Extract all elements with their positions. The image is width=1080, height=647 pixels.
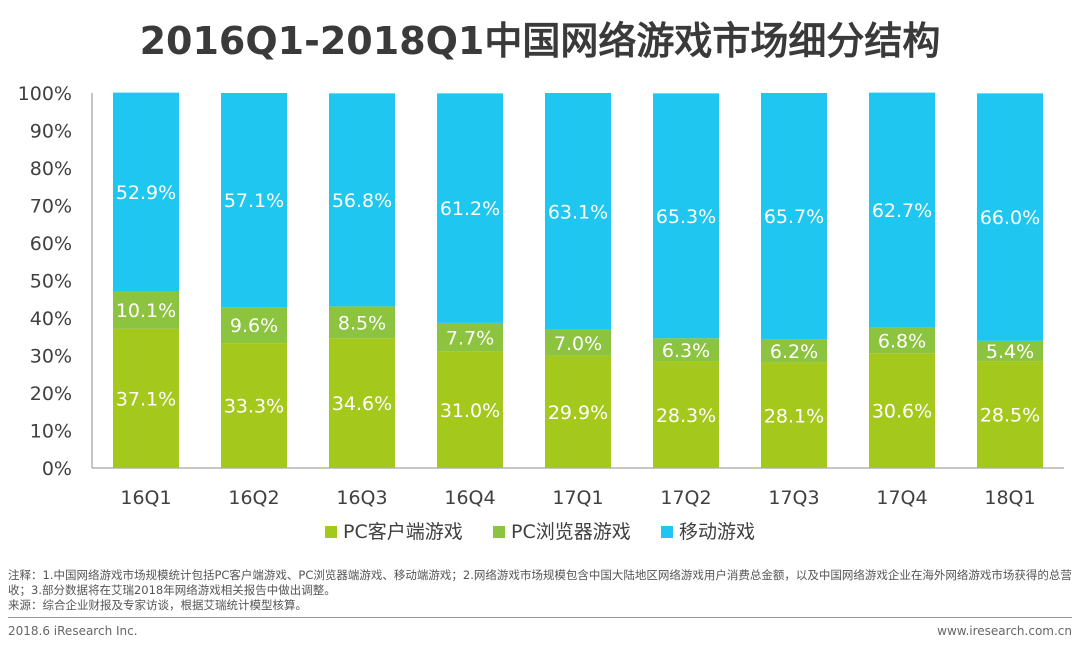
y-tick-label: 20%: [30, 383, 72, 405]
data-label: 7.7%: [446, 327, 494, 349]
legend-label: 移动游戏: [679, 521, 755, 543]
data-label: 9.6%: [230, 315, 278, 337]
bar-segment: [653, 361, 719, 468]
data-label: 66.0%: [980, 207, 1040, 229]
data-label: 8.5%: [338, 312, 386, 334]
bar-segment: [977, 340, 1043, 362]
bar-segment: [869, 327, 935, 354]
data-label: 65.7%: [764, 206, 824, 228]
y-tick-label: 80%: [30, 158, 72, 180]
notes: 注释：1.中国网络游戏市场规模统计包括PC客户端游戏、PC浏览器端游戏、移动端游…: [8, 568, 1072, 613]
bar-segment: [113, 291, 179, 329]
x-tick-label: 16Q1: [120, 487, 171, 509]
x-tick-label: 16Q4: [444, 487, 495, 509]
bar-segment: [329, 338, 395, 468]
legend-label: PC客户端游戏: [343, 521, 463, 543]
bar-segment: [329, 93, 395, 307]
notes-text: 注释：1.中国网络游戏市场规模统计包括PC客户端游戏、PC浏览器端游戏、移动端游…: [8, 568, 1072, 597]
bar-segment: [221, 307, 287, 344]
x-tick-label: 16Q2: [228, 487, 279, 509]
data-label: 57.1%: [224, 190, 284, 212]
footer-copyright: 2018.6 iResearch Inc.: [8, 624, 138, 638]
bar-segment: [545, 93, 611, 330]
x-tick-label: 18Q1: [984, 487, 1035, 509]
y-tick-label: 0%: [42, 458, 72, 480]
bar-segment: [113, 92, 179, 291]
bar-segment: [653, 93, 719, 339]
data-label: 63.1%: [548, 201, 608, 223]
bar-segment: [437, 93, 503, 323]
x-tick-label: 17Q3: [768, 487, 819, 509]
data-label: 6.8%: [878, 331, 926, 353]
data-label: 6.3%: [662, 340, 710, 362]
bar-segment: [437, 351, 503, 468]
bar-segment: [221, 93, 287, 308]
bar-segment: [437, 322, 503, 352]
y-tick-label: 90%: [30, 121, 72, 143]
data-label: 5.4%: [986, 341, 1034, 363]
bar-segment: [761, 362, 827, 468]
data-label: 29.9%: [548, 402, 608, 424]
bar-segment: [869, 92, 935, 328]
data-label: 7.0%: [554, 333, 602, 355]
bar-segment: [761, 93, 827, 340]
data-label: 28.3%: [656, 405, 716, 427]
data-label: 28.5%: [980, 405, 1040, 427]
data-label: 33.3%: [224, 396, 284, 418]
source-text: 来源：综合企业财报及专家访谈，根据艾瑞统计模型核算。: [8, 598, 307, 612]
bar-segment: [653, 338, 719, 362]
bar-segment: [761, 339, 827, 363]
data-label: 30.6%: [872, 401, 932, 423]
chart-title: 2016Q1-2018Q1中国网络游戏市场细分结构: [139, 19, 941, 63]
data-label: 10.1%: [116, 300, 176, 322]
y-tick-label: 100%: [18, 83, 72, 105]
legend-label: PC浏览器游戏: [511, 521, 631, 543]
y-tick-label: 10%: [30, 421, 72, 443]
footer-website: www.iresearch.com.cn: [937, 624, 1072, 638]
data-label: 34.6%: [332, 393, 392, 415]
data-label: 65.3%: [656, 206, 716, 228]
data-label: 61.2%: [440, 198, 500, 220]
y-tick-label: 40%: [30, 308, 72, 330]
bar-segment: [977, 93, 1043, 341]
y-tick-label: 50%: [30, 271, 72, 293]
bar-segment: [221, 343, 287, 468]
legend-swatch: [493, 526, 505, 538]
bar-segment: [545, 329, 611, 356]
stacked-bar-chart: 0% 10% 20% 30% 40% 50% 60% 70% 80% 90% 100% 37.1% 10…: [18, 83, 1064, 543]
bar-segment: [545, 355, 611, 468]
data-label: 6.2%: [770, 341, 818, 363]
x-tick-label: 17Q2: [660, 487, 711, 509]
bar-segment: [113, 328, 179, 468]
legend-swatch: [325, 526, 337, 538]
bar-segment: [329, 306, 395, 339]
y-tick-label: 30%: [30, 346, 72, 368]
legend-swatch: [661, 526, 673, 538]
data-label: 56.8%: [332, 190, 392, 212]
data-label: 52.9%: [116, 182, 176, 204]
bar-segment: [977, 361, 1043, 468]
y-tick-label: 70%: [30, 196, 72, 218]
data-label: 62.7%: [872, 200, 932, 222]
x-tick-label: 17Q4: [876, 487, 927, 509]
data-label: 37.1%: [116, 388, 176, 410]
y-tick-label: 60%: [30, 233, 72, 255]
data-label: 31.0%: [440, 400, 500, 422]
bar-segment: [869, 353, 935, 468]
footer-divider: [8, 617, 1072, 618]
x-tick-label: 17Q1: [552, 487, 603, 509]
data-label: 28.1%: [764, 405, 824, 427]
x-tick-label: 16Q3: [336, 487, 387, 509]
